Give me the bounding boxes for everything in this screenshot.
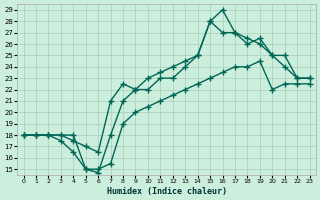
X-axis label: Humidex (Indice chaleur): Humidex (Indice chaleur) (107, 187, 227, 196)
